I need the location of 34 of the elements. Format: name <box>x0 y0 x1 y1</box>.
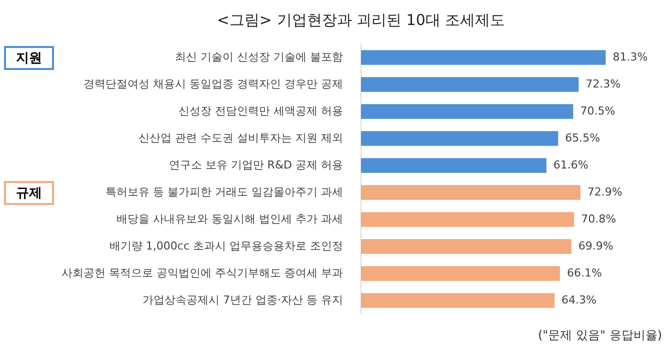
y-tick-label: 연구소 보유 기업만 R&D 공제 허용 <box>168 158 343 172</box>
y-tick-label: 경력단절여성 채용시 동일업종 경력자인 경우만 공제 <box>84 77 343 90</box>
data-label: 66.1% <box>566 266 602 280</box>
text: ("문제 있음" 응답비율) <box>538 327 662 344</box>
bar <box>361 266 560 281</box>
data-label: 72.9% <box>587 185 622 198</box>
y-tick-label: 가업상속공제시 7년간 업종·자산 등 유지 <box>142 293 343 306</box>
y-tick-label: 최신 기술이 신성장 기술에 불포함 <box>175 50 343 64</box>
text: 규제 <box>4 180 54 204</box>
bar <box>361 50 606 65</box>
bar <box>361 131 558 146</box>
y-tick-label: 특허보유 등 불가피한 거래도 일감몰아주기 과세 <box>106 185 343 198</box>
y-tick-label: 배기량 1,000cc 초과시 업무용승용차로 조인정 <box>109 239 343 252</box>
data-label: 81.3% <box>612 50 648 64</box>
bar <box>361 212 574 227</box>
y-tick-label: 신성장 전담인력만 세액공제 허용 <box>178 104 343 118</box>
data-label: 72.3% <box>586 77 621 90</box>
bar <box>361 185 580 200</box>
data-label: 65.5% <box>565 131 600 144</box>
bar <box>361 239 572 254</box>
text: 지원 <box>4 46 54 70</box>
bar <box>361 104 574 119</box>
data-label: 61.6% <box>553 158 588 172</box>
y-tick-label: 신산업 관련 수도권 설비투자는 지원 제외 <box>138 131 343 144</box>
data-label: 70.8% <box>581 212 616 226</box>
data-label: 69.9% <box>578 239 614 252</box>
data-label: 64.3% <box>562 293 596 306</box>
bar <box>361 293 555 308</box>
y-tick-label: 사회공헌 목적으로 공익법인에 주식기부해도 증여세 부과 <box>62 266 343 280</box>
data-label: 70.5% <box>580 104 616 118</box>
bar <box>361 77 579 92</box>
bar <box>361 158 546 173</box>
chart-title: <그림> 기업현장과 괴리된 10대 조세제도 <box>216 10 506 29</box>
y-tick-label: 배당을 사내유보와 동일시해 법인세 추가 과세 <box>116 212 343 226</box>
